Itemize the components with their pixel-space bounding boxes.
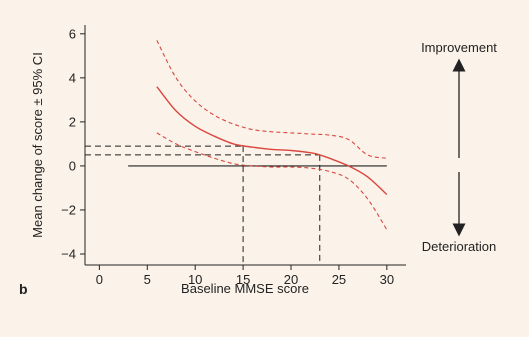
y-axis-title: Mean change of score ± 95% CI [30,52,45,238]
annotation-improvement: Improvement [421,40,497,55]
x-tick-label: 20 [284,272,298,287]
x-tick-label: 10 [188,272,202,287]
annotation-deterioration: Deterioration [422,239,496,254]
panel-label: b [19,281,28,297]
y-tick-label: 2 [69,114,76,129]
x-tick-label: 30 [380,272,394,287]
plot-frame [84,25,406,266]
y-tick-label: 4 [69,70,76,85]
x-tick-label: 0 [96,272,103,287]
mean-change-line [156,86,388,196]
y-tick-label: 6 [69,26,76,41]
x-tick-label: 15 [236,272,250,287]
upper-ci-line [156,40,387,159]
y-tick-label: −2 [61,202,76,217]
x-tick-label: 5 [144,272,151,287]
x-tick-label: 25 [332,272,346,287]
lower-ci-line [156,132,388,231]
y-tick-label: −4 [61,246,76,261]
annotations: Improvement Deterioration [421,40,497,254]
y-tick-label: 0 [69,158,76,173]
x-axis-title: Baseline MMSE score [181,281,309,296]
